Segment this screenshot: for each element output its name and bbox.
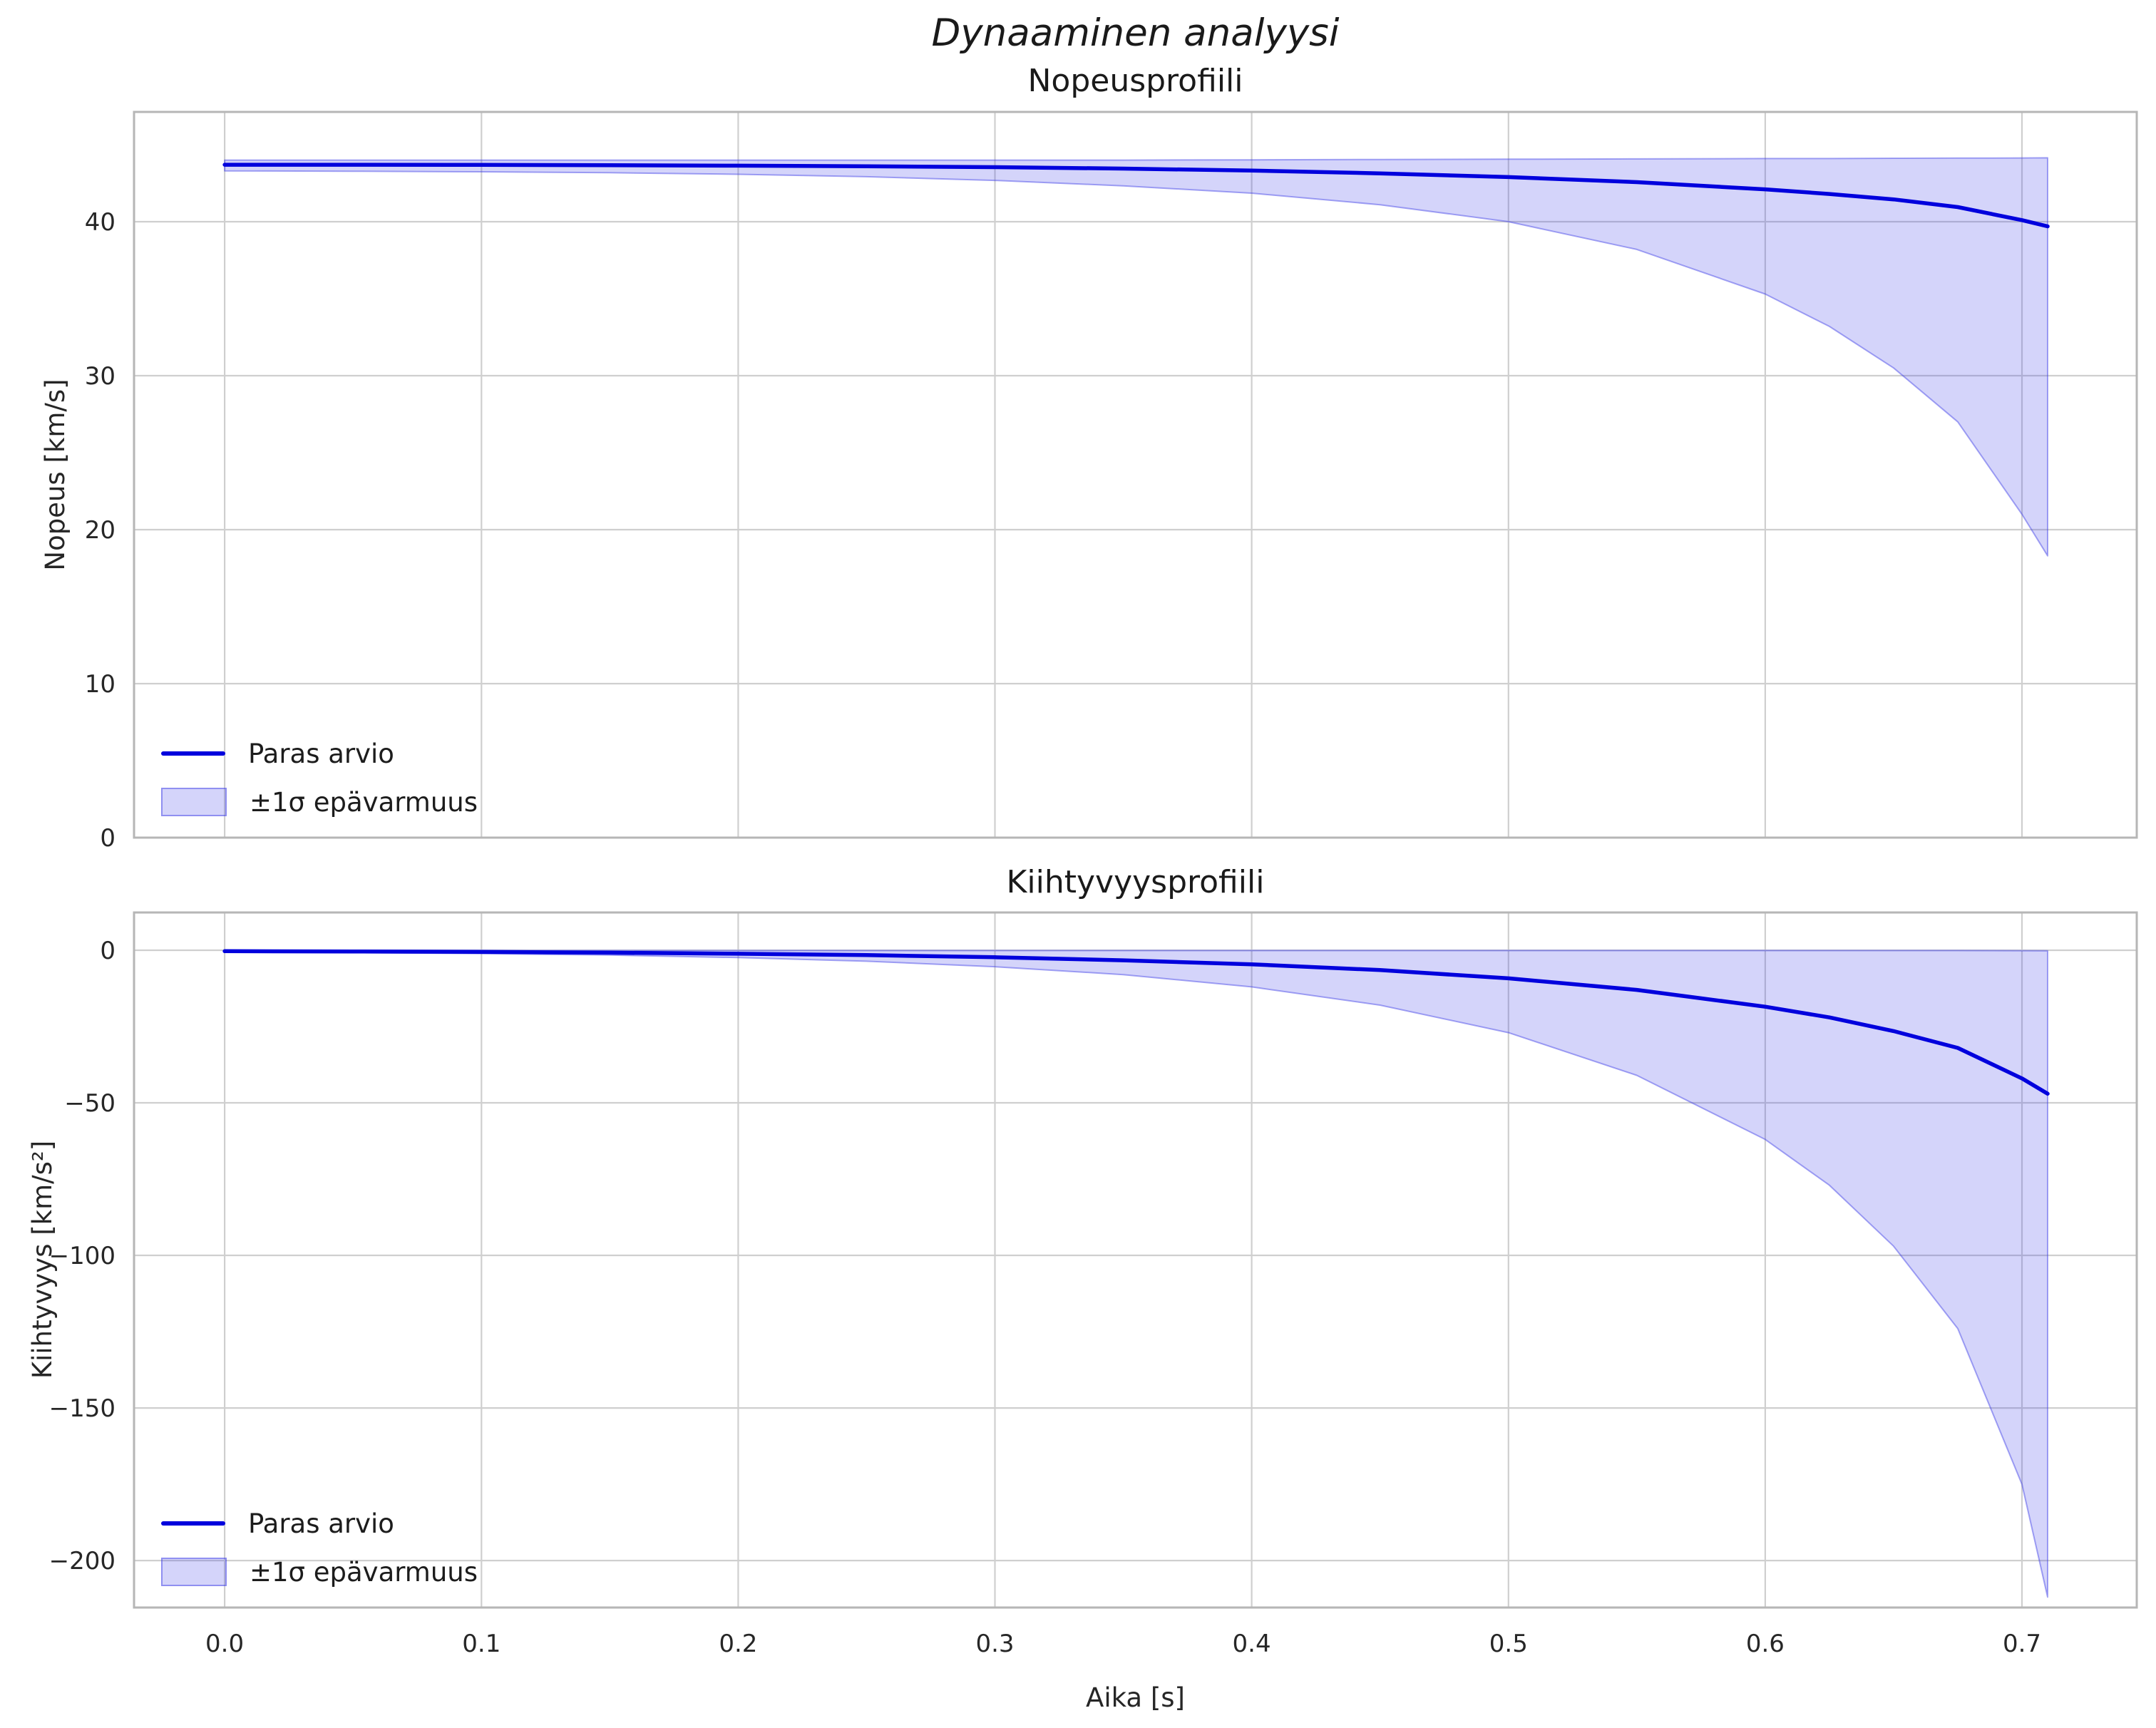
y-tick-label: 0 [100,824,115,853]
acceleration-legend: Paras arvio ±1σ epävarmuus [161,1499,589,1596]
x-tick-label: 0.0 [205,1630,244,1658]
legend-item-label: ±1σ epävarmuus [250,786,478,818]
y-tick-label: 40 [85,208,115,237]
legend-item-label: Paras arvio [248,738,394,769]
velocity-legend: Paras arvio ±1σ epävarmuus [161,729,589,826]
uncertainty-band [224,157,2048,557]
x-tick-label: 0.1 [462,1630,500,1658]
legend-item-best-estimate: Paras arvio [161,729,589,778]
y-tick-label: −50 [64,1089,115,1118]
velocity-y-axis-label: Nopeus [km/s] [40,379,71,571]
x-axis-label: Aika [s] [1086,1682,1185,1713]
x-tick-label: 0.7 [2003,1630,2041,1658]
legend-item-uncertainty: ±1σ epävarmuus [161,778,589,826]
legend-band-swatch [161,788,227,816]
acceleration-y-axis-label: Kiihtyvyys [km/s²] [27,1140,58,1379]
x-tick-label: 0.4 [1233,1630,1271,1658]
x-tick-label: 0.5 [1489,1630,1528,1658]
x-tick-label: 0.2 [719,1630,757,1658]
legend-item-label: Paras arvio [248,1508,394,1539]
x-tick-label: 0.6 [1746,1630,1785,1658]
y-tick-label: 10 [85,670,115,699]
legend-line-swatch [161,1521,225,1526]
y-tick-label: 20 [85,516,115,545]
legend-item-best-estimate: Paras arvio [161,1499,589,1548]
y-tick-label: 0 [100,937,115,965]
acceleration-plot-title: Kiihtyvyysprofiili [1006,864,1265,900]
y-tick-label: −200 [49,1547,115,1575]
legend-item-label: ±1σ epävarmuus [250,1556,478,1588]
axes-frame [133,110,2138,839]
y-tick-label: −100 [49,1242,115,1270]
best-estimate-line [222,163,2050,229]
legend-line-swatch [161,751,225,756]
y-tick-label: −150 [49,1394,115,1423]
uncertainty-band [224,950,2048,1598]
best-estimate-line [222,949,2050,1096]
legend-band-swatch [161,1558,227,1586]
legend-item-uncertainty: ±1σ epävarmuus [161,1548,589,1596]
y-tick-label: 30 [85,362,115,391]
figure-title: Dynaaminen analyysi [931,11,1340,55]
velocity-plot-title: Nopeusprofiili [1027,63,1243,99]
axes-frame [133,911,2138,1609]
x-tick-label: 0.3 [975,1630,1014,1658]
